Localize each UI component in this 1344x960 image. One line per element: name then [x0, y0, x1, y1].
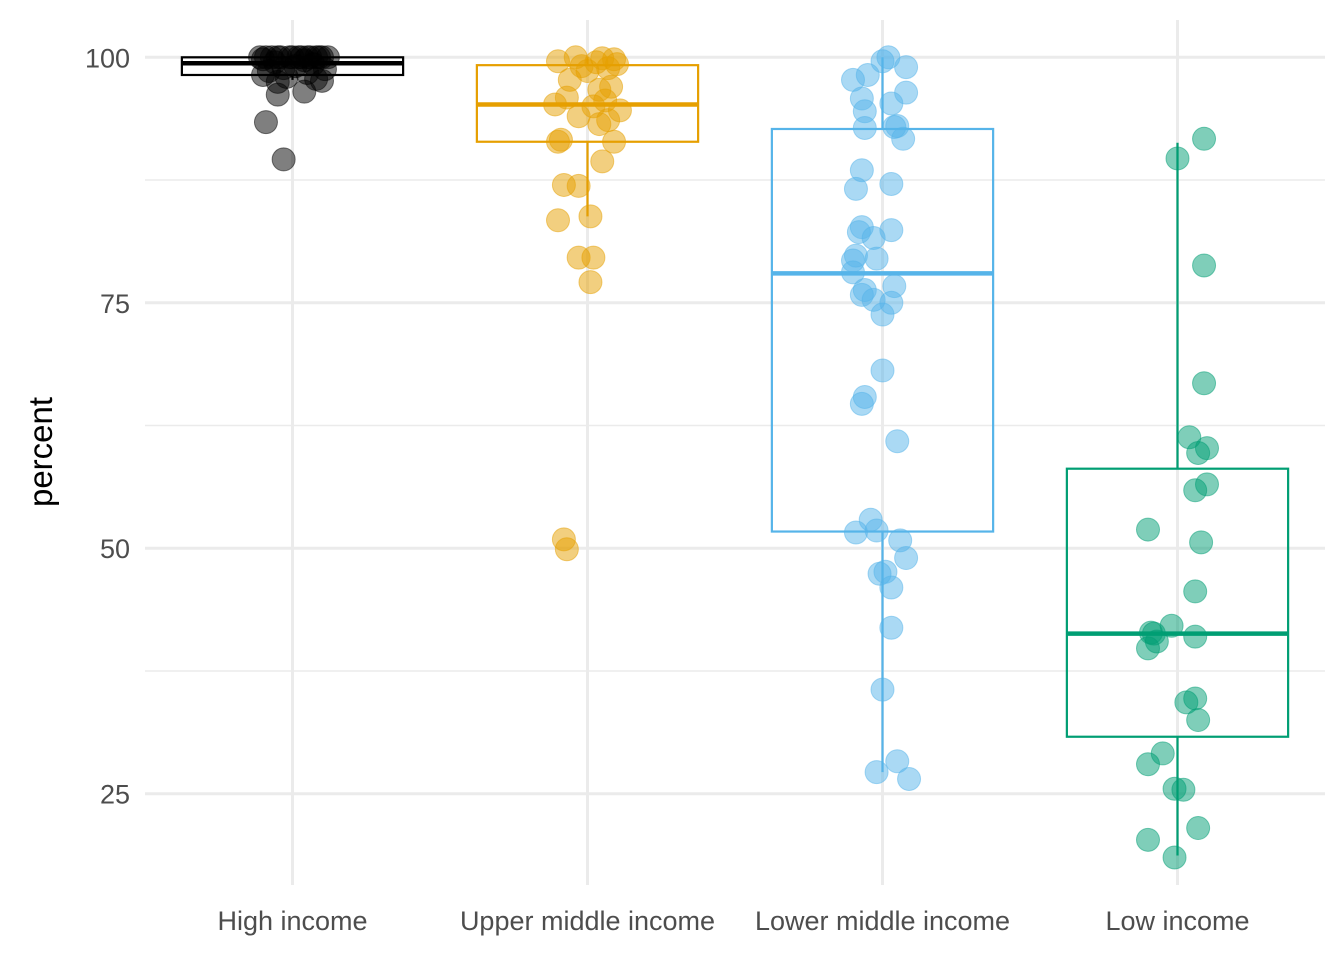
data-point — [864, 760, 889, 785]
x-tick-label: High income — [217, 906, 367, 936]
data-point — [864, 518, 889, 543]
y-tick-label: 25 — [100, 780, 130, 810]
points-upper-middle-income — [543, 45, 632, 562]
data-point — [879, 575, 904, 600]
box-low-income — [1065, 142, 1290, 856]
data-point — [578, 270, 603, 295]
data-point — [891, 126, 916, 151]
x-tick-label: Lower middle income — [755, 906, 1010, 936]
data-point — [566, 173, 591, 198]
data-point — [870, 358, 895, 383]
y-tick-labels: 25 50 75 100 — [85, 43, 130, 809]
data-point — [885, 749, 910, 774]
data-point — [852, 116, 877, 141]
data-point — [849, 391, 874, 416]
box-iqr — [1065, 467, 1290, 738]
data-point — [879, 615, 904, 640]
data-point — [1165, 146, 1190, 171]
data-point — [590, 149, 615, 174]
y-tick-label: 100 — [85, 43, 130, 73]
x-tick-labels: High income Upper middle income Lower midd… — [217, 906, 1249, 936]
data-point — [1183, 478, 1208, 503]
data-point — [841, 260, 865, 285]
points — [248, 45, 1219, 870]
points-low-income — [1136, 126, 1219, 870]
data-point — [1183, 624, 1208, 649]
y-tick-label: 50 — [100, 534, 130, 564]
x-tick-label: Low income — [1105, 906, 1249, 936]
data-point — [578, 204, 603, 229]
boxes — [180, 56, 1290, 856]
x-tick-label: Upper middle income — [460, 906, 715, 936]
data-point — [879, 171, 904, 196]
data-point — [861, 225, 886, 250]
points-lower-middle-income — [841, 45, 922, 791]
data-point — [546, 49, 570, 74]
data-point — [554, 537, 579, 562]
data-point — [894, 55, 919, 80]
data-point — [1192, 253, 1217, 278]
y-tick-label: 75 — [100, 289, 130, 319]
data-point — [1186, 708, 1211, 733]
data-point — [581, 245, 606, 270]
data-point — [310, 68, 334, 93]
data-point — [843, 176, 868, 201]
data-point — [1136, 517, 1160, 542]
data-point — [1189, 530, 1214, 555]
data-point — [271, 147, 296, 172]
data-point — [602, 129, 627, 154]
data-point — [1174, 690, 1199, 715]
data-point — [894, 546, 919, 571]
data-point — [885, 429, 910, 454]
data-point — [265, 82, 290, 107]
data-point — [1136, 752, 1160, 777]
data-point — [543, 92, 568, 117]
data-point — [1186, 440, 1211, 465]
data-point — [897, 766, 922, 791]
data-point — [1192, 126, 1217, 151]
data-point — [864, 246, 889, 271]
data-point — [879, 91, 904, 116]
data-point — [587, 112, 612, 137]
y-axis-title: percent — [22, 397, 59, 507]
data-point — [546, 129, 570, 154]
data-point — [1183, 579, 1208, 604]
data-point — [1136, 636, 1160, 661]
data-point — [870, 49, 895, 74]
data-point — [1171, 777, 1196, 802]
data-point — [292, 79, 317, 104]
data-point — [870, 677, 895, 702]
data-point — [566, 104, 591, 129]
data-point — [1192, 371, 1217, 396]
data-point — [1186, 816, 1211, 841]
data-point — [1162, 845, 1187, 870]
data-point — [870, 302, 895, 327]
data-point — [546, 208, 570, 233]
points-high-income — [248, 45, 340, 172]
data-point — [253, 110, 278, 135]
data-point — [843, 520, 868, 545]
data-point — [1136, 827, 1160, 852]
box-lower-middle-income — [770, 57, 995, 773]
